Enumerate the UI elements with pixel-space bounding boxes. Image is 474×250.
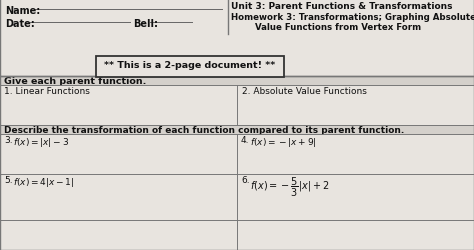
- Text: $f(x)=4|x-1|$: $f(x)=4|x-1|$: [13, 176, 74, 189]
- Text: $f(x)=-\dfrac{5}{3}|x|+2$: $f(x)=-\dfrac{5}{3}|x|+2$: [250, 176, 330, 199]
- Text: Homework 3: Transformations; Graphing Absolute: Homework 3: Transformations; Graphing Ab…: [231, 13, 474, 22]
- Bar: [0, 134, 474, 174]
- Text: Value Functions from Vertex Form: Value Functions from Vertex Form: [255, 23, 421, 32]
- Text: 4.: 4.: [241, 136, 249, 145]
- Text: Name:: Name:: [5, 6, 40, 16]
- Text: Describe the transformation of each function compared to its parent function.: Describe the transformation of each func…: [4, 126, 404, 135]
- Text: 1. Linear Functions: 1. Linear Functions: [4, 87, 90, 96]
- Bar: [0, 125, 474, 134]
- Text: ** This is a 2-page document! **: ** This is a 2-page document! **: [104, 62, 275, 70]
- Text: 2. Absolute Value Functions: 2. Absolute Value Functions: [242, 87, 367, 96]
- Bar: [0, 220, 474, 250]
- Text: 5.: 5.: [4, 176, 13, 185]
- Text: 3.: 3.: [4, 136, 13, 145]
- Bar: [0, 85, 474, 125]
- Text: 6.: 6.: [241, 176, 250, 185]
- Text: Bell:: Bell:: [133, 19, 158, 29]
- FancyBboxPatch shape: [96, 56, 284, 76]
- Text: Date:: Date:: [5, 19, 35, 29]
- Bar: [0, 76, 474, 85]
- Bar: [0, 76, 474, 250]
- Text: Give each parent function.: Give each parent function.: [4, 77, 146, 86]
- Text: $f(x)=|x|-3$: $f(x)=|x|-3$: [13, 136, 69, 149]
- Text: Unit 3: Parent Functions & Transformations: Unit 3: Parent Functions & Transformatio…: [231, 2, 453, 11]
- Bar: [0, 174, 474, 220]
- Text: $f(x)=-|x+9|$: $f(x)=-|x+9|$: [250, 136, 317, 149]
